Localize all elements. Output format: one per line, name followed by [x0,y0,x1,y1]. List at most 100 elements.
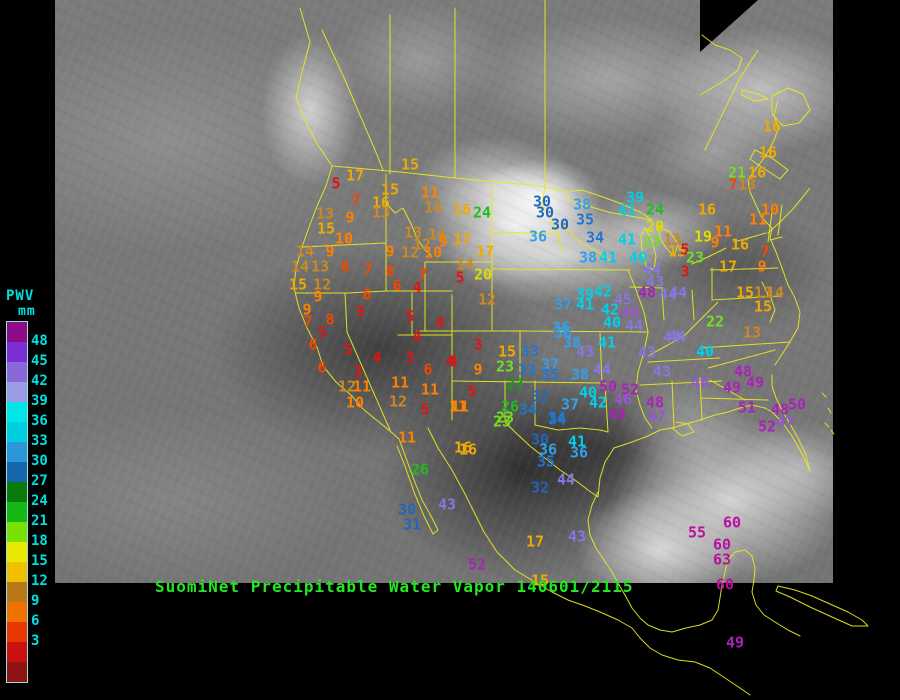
station-pwv-value: 46 [690,373,710,392]
station-pwv-value: 44 [556,470,576,489]
colorbar-units: mm [18,304,36,319]
station-pwv-value: 15 [667,242,687,261]
station-pwv-value: 12 [388,392,408,411]
station-pwv-value: 12 [312,275,332,294]
station-pwv-value: 15 [497,342,517,361]
colorbar-label: 6 [31,613,40,629]
station-pwv-value: 60 [715,575,735,594]
station-pwv-value: 44 [592,360,612,379]
station-pwv-value: 42 [588,393,608,412]
station-pwv-value: 43 [567,527,587,546]
station-pwv-value: 9 [325,242,335,261]
station-pwv-value: 36 [551,318,571,337]
colorbar-label: 15 [31,553,48,569]
station-pwv-value: 41 [575,295,595,314]
station-pwv-value: 9 [313,287,323,306]
colorbar-swatch [7,582,27,602]
station-pwv-value: 43 [437,495,457,514]
station-pwv-value: 22 [705,312,725,331]
station-pwv-value: 15 [380,180,400,199]
station-pwv-value: 40 [695,342,715,361]
station-pwv-value: 48 [645,393,665,412]
station-pwv-value: 10 [423,243,443,262]
station-pwv-value: 40 [628,248,648,267]
station-pwv-value: 44 [662,328,682,347]
station-pwv-value: 5 [467,382,477,401]
station-pwv-value: 41 [617,201,637,220]
station-pwv-value: 23 [492,412,512,431]
station-pwv-value: 13 [737,175,757,194]
station-pwv-value: 7 [728,175,738,194]
station-pwv-value: 13 [315,204,335,223]
station-pwv-value: 17 [718,257,738,276]
station-pwv-value: 34 [585,228,605,247]
station-pwv-value: 12 [477,290,497,309]
station-pwv-value: 36 [569,443,589,462]
station-pwv-value: 30 [397,500,417,519]
station-pwv-value: 39 [575,285,595,304]
station-pwv-value: 4 [412,278,422,297]
station-pwv-value: 34 [547,408,567,427]
station-pwv-value: 63 [712,550,732,569]
station-pwv-value: 30 [532,192,552,211]
station-pwv-value: 27 [505,375,525,394]
station-pwv-value: 21 [727,163,747,182]
station-pwv-value: 9 [473,360,483,379]
station-pwv-value: 44 [658,285,678,304]
station-pwv-value: 49 [722,378,742,397]
colorbar-swatch [7,622,27,642]
station-pwv-value: 17 [525,532,545,551]
station-pwv-value: 43 [637,343,657,362]
station-pwv-value: 48 [733,362,753,381]
station-pwv-value: 34 [518,400,538,419]
station-pwv-value: 41 [617,230,637,249]
station-pwv-value: 11 [397,428,417,447]
colorbar-label: 18 [31,533,48,549]
station-pwv-value: 23 [495,408,515,427]
colorbar-label: 39 [31,393,48,409]
station-pwv-value: 6 [317,358,327,377]
station-pwv-value: 41 [567,432,587,451]
station-pwv-value: 13 [753,283,773,302]
station-pwv-value: 16 [371,193,391,212]
colorbar-swatch [7,442,27,462]
station-pwv-value: 41 [598,248,618,267]
station-pwv-value: 32 [530,478,550,497]
station-pwv-value: 9 [345,208,355,227]
station-pwv-value: 13 [371,203,391,222]
station-pwv-value: 16 [730,235,750,254]
station-pwv-value: 38 [572,195,592,214]
colorbar-heading: PWV mm [6,288,66,319]
station-pwv-value: 7 [303,312,313,331]
station-pwv-value: 52 [757,417,777,436]
station-pwv-value: 8 [385,262,395,281]
station-pwv-value: 30 [535,203,555,222]
station-pwv-value: 37 [560,395,580,414]
station-pwv-value: 13 [742,323,762,342]
colorbar-label: 24 [31,493,48,509]
colorbar-swatch [7,522,27,542]
station-pwv-value: 11 [450,397,470,416]
station-pwv-value: 35 [540,365,560,384]
station-pwv-value: 9 [438,232,448,251]
station-pwv-value: 12 [400,243,420,262]
station-pwv-value: 5 [420,400,430,419]
station-pwv-value: 15 [400,155,420,174]
station-pwv-value: 36 [538,440,558,459]
station-pwv-value: 14 [427,225,447,244]
station-pwv-value: 3 [405,348,415,367]
station-pwv-value: 38 [562,333,582,352]
station-pwv-value: 39 [625,188,645,207]
station-pwv-value: 55 [687,523,707,542]
colorbar-swatches [6,321,28,683]
station-pwv-value: 23 [495,357,515,376]
station-pwv-value: 60 [712,535,732,554]
station-pwv-value: 11 [390,373,410,392]
station-pwv-value: 14 [290,257,310,276]
colorbar-label: 33 [31,433,48,449]
station-pwv-value: 6 [423,360,433,379]
station-pwv-value: 20 [645,217,665,236]
station-pwv-value: 42 [593,282,613,301]
colorbar-swatch [7,462,27,482]
station-pwv-value: 43 [645,272,665,291]
